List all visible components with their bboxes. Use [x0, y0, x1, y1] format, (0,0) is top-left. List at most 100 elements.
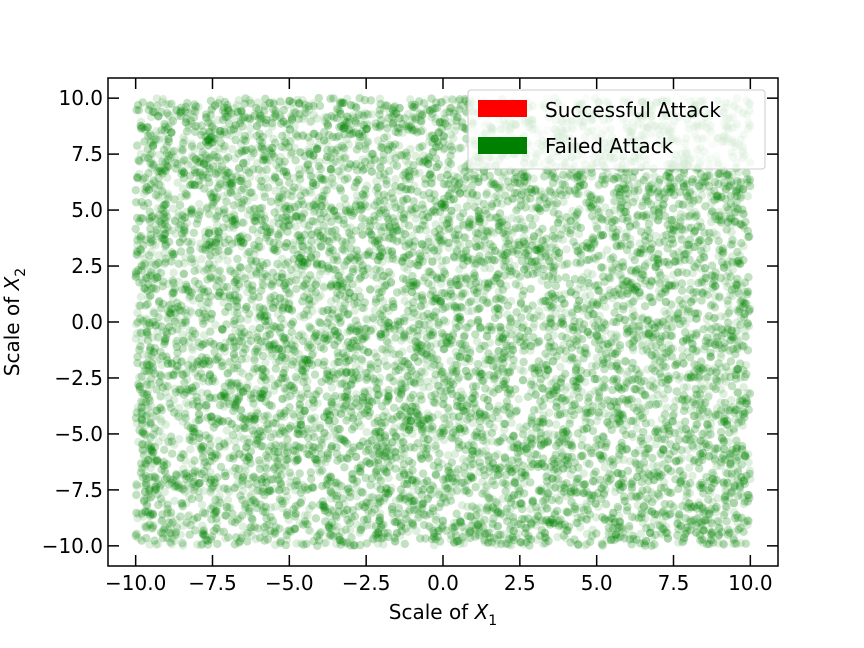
scatter-point	[287, 213, 296, 223]
scatter-point	[457, 501, 467, 510]
scatter-point	[363, 315, 372, 325]
scatter-point	[514, 394, 523, 404]
scatter-point	[529, 234, 538, 244]
scatter-point	[259, 189, 269, 198]
scatter-point	[641, 173, 650, 182]
scatter-point	[623, 398, 632, 407]
scatter-point	[688, 471, 697, 481]
scatter-point	[307, 416, 316, 425]
scatter-point	[303, 376, 312, 386]
scatter-point	[628, 345, 638, 355]
scatter-point	[140, 255, 149, 264]
scatter-point	[558, 235, 568, 244]
scatter-point	[265, 330, 275, 340]
scatter-point	[424, 234, 433, 243]
scatter-point	[185, 432, 194, 442]
scatter-point	[541, 539, 550, 548]
scatter-point	[613, 332, 622, 341]
scatter-point	[713, 494, 722, 503]
scatter-point	[308, 306, 317, 316]
scatter-point	[275, 181, 285, 190]
scatter-point	[398, 347, 407, 356]
scatter-point	[486, 264, 495, 273]
scatter-point	[509, 361, 518, 371]
scatter-point	[556, 362, 565, 372]
scatter-point	[653, 390, 662, 400]
scatter-point	[389, 349, 398, 359]
scatter-point	[211, 320, 220, 329]
scatter-point	[563, 383, 572, 392]
scatter-point	[688, 268, 697, 278]
scatter-point	[620, 183, 630, 193]
scatter-point	[515, 214, 525, 224]
scatter-point	[499, 261, 508, 270]
scatter-point	[161, 469, 170, 478]
scatter-point	[157, 361, 167, 370]
scatter-point	[388, 444, 397, 453]
scatter-point	[396, 531, 405, 540]
scatter-point	[634, 403, 644, 413]
scatter-point	[298, 480, 307, 489]
scatter-point	[282, 393, 291, 402]
scatter-point	[511, 279, 520, 289]
scatter-point	[169, 268, 178, 277]
scatter-point	[399, 150, 408, 159]
scatter-point	[494, 401, 503, 410]
scatter-point	[493, 500, 503, 509]
scatter-point	[731, 527, 740, 536]
scatter-point	[248, 286, 257, 296]
scatter-point	[530, 363, 539, 372]
scatter-point	[505, 367, 514, 376]
scatter-point	[508, 228, 517, 237]
scatter-point	[472, 337, 482, 346]
scatter-point	[246, 522, 255, 532]
scatter-point	[743, 192, 752, 201]
scatter-point	[566, 171, 576, 181]
scatter-point	[454, 144, 463, 153]
scatter-point	[223, 256, 232, 265]
scatter-point	[327, 489, 337, 498]
scatter-point	[350, 101, 359, 110]
scatter-point	[675, 420, 685, 430]
scatter-point	[594, 440, 603, 450]
scatter-point	[486, 386, 495, 396]
scatter-point	[188, 345, 197, 355]
scatter-point	[154, 251, 163, 260]
scatter-point	[561, 491, 571, 501]
scatter-point	[187, 308, 196, 317]
scatter-point	[328, 234, 337, 244]
scatter-point	[184, 123, 193, 132]
scatter-point	[376, 122, 386, 131]
scatter-point	[456, 316, 465, 325]
scatter-point	[269, 429, 279, 439]
scatter-point	[578, 306, 587, 315]
scatter-point	[625, 279, 634, 288]
scatter-point	[487, 437, 497, 446]
scatter-point	[320, 191, 329, 200]
scatter-point	[315, 270, 324, 279]
scatter-point	[551, 420, 561, 429]
scatter-point	[195, 200, 204, 209]
scatter-point	[382, 349, 392, 358]
scatter-point	[320, 539, 329, 548]
scatter-point	[275, 453, 285, 462]
scatter-point	[255, 486, 264, 495]
scatter-point	[743, 321, 752, 330]
scatter-point	[586, 390, 595, 399]
scatter-point	[281, 387, 291, 396]
scatter-point	[656, 320, 665, 329]
scatter-point	[562, 245, 571, 254]
scatter-point	[691, 208, 700, 217]
scatter-point	[190, 145, 199, 154]
scatter-point	[678, 345, 687, 354]
scatter-point	[206, 486, 215, 495]
scatter-point	[622, 421, 631, 430]
scatter-point	[416, 378, 425, 387]
scatter-point	[735, 251, 744, 260]
scatter-point	[215, 144, 224, 153]
scatter-point	[331, 539, 341, 549]
scatter-point	[581, 377, 590, 387]
scatter-point	[729, 332, 738, 341]
scatter-point	[601, 440, 611, 450]
scatter-point	[727, 228, 736, 237]
